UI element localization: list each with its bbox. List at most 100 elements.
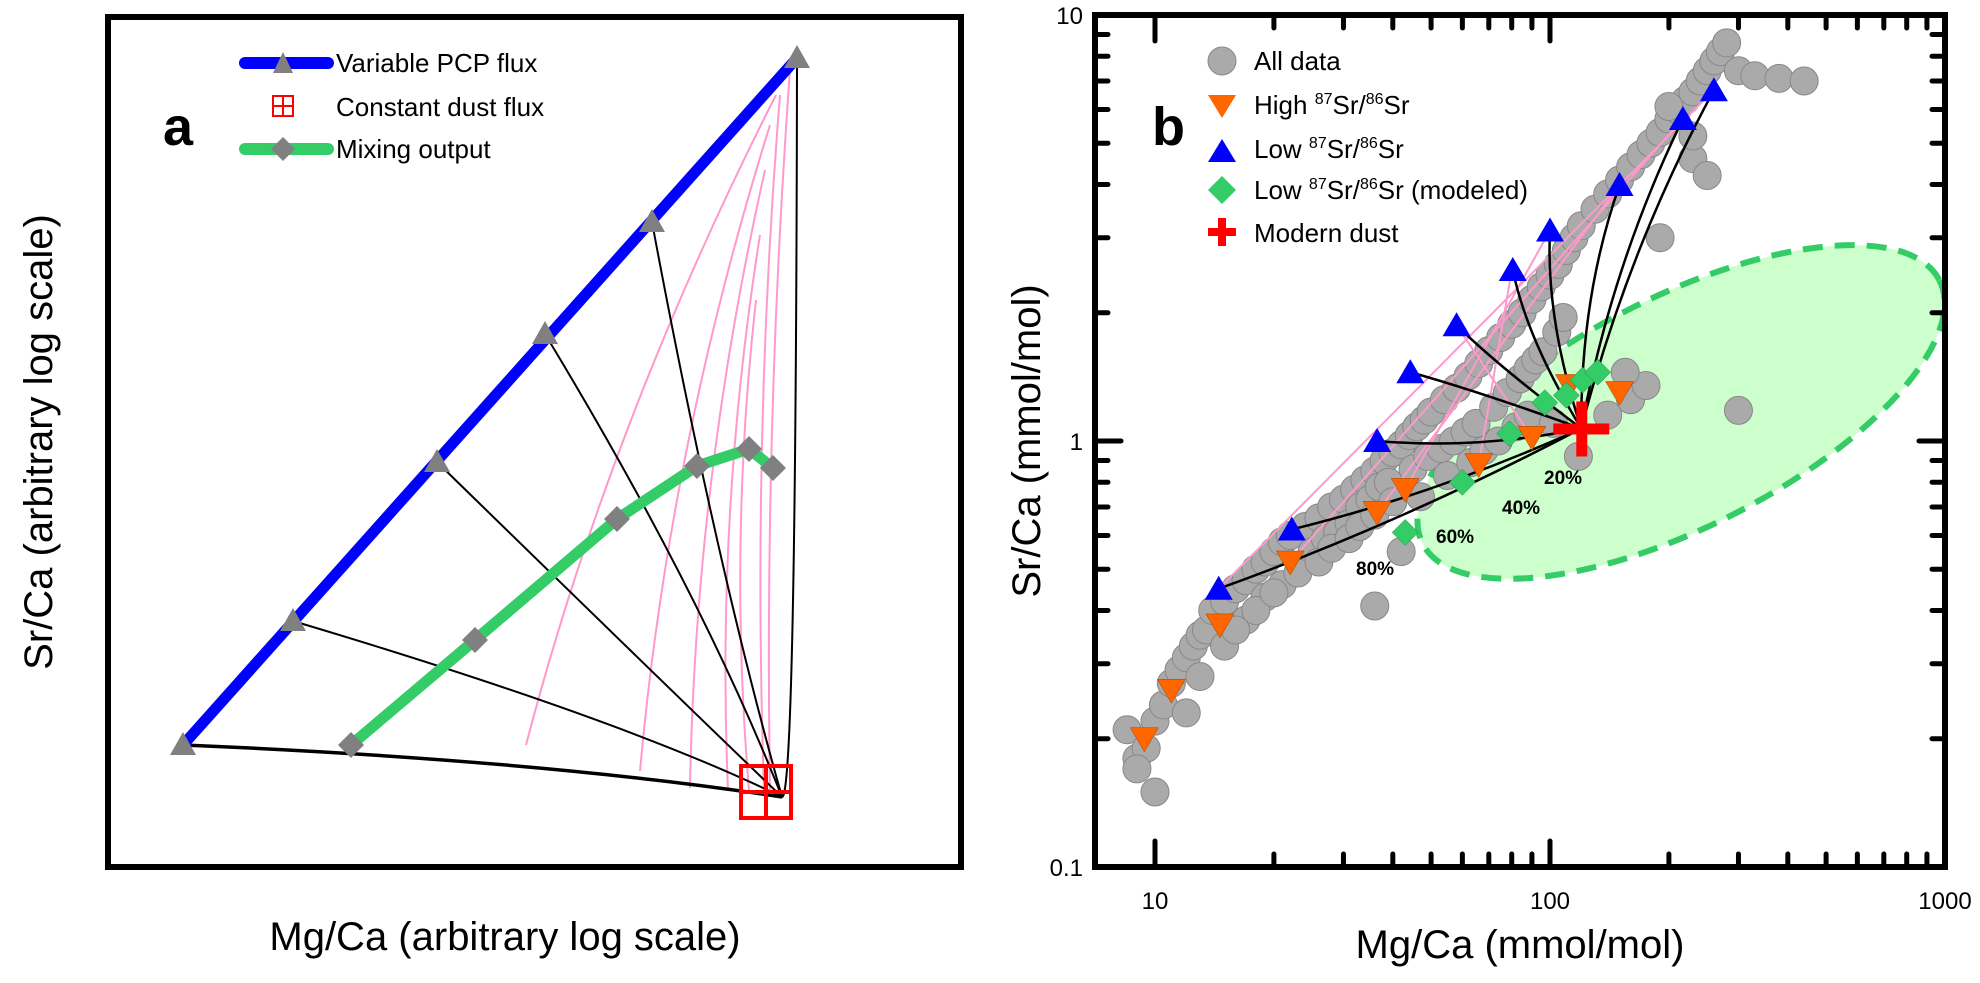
panel-a-x-axis-title: Mg/Ca (arbitrary log scale) [269, 915, 740, 959]
mixing-line [1580, 184, 1621, 429]
all-data-point [1259, 578, 1289, 608]
low-sr-marker [1668, 105, 1697, 130]
high-sr-marker [1517, 426, 1547, 451]
panel-a: a Variable PCP flux Constant dust flux M… [17, 14, 964, 959]
legend-b: All data High 87Sr/86Sr Low 87Sr/86Sr Lo… [1207, 46, 1528, 248]
legend-dust-label: Constant dust flux [336, 92, 544, 122]
mixing-line [1218, 427, 1582, 590]
pink-guide-line [1404, 230, 1551, 490]
all-data-point [1740, 61, 1770, 91]
mixing-percent-label: 60% [1436, 527, 1474, 548]
panel-b-tick-labels: 10 100 1000 0.1 1 10 [1050, 3, 1972, 915]
modeled-marker [1531, 389, 1559, 417]
panel-b-y-axis-title: Sr/Ca (mmol/mol) [1005, 284, 1049, 597]
panel-b-x-axis-title: Mg/Ca (mmol/mol) [1356, 923, 1685, 967]
mixing-line [1548, 230, 1583, 429]
low-sr-marker [1498, 257, 1527, 282]
legend-a-item-mixing: Mixing output [239, 134, 491, 164]
mixing-diamond-marker [736, 436, 762, 462]
legend-modeled-label: Low 87Sr/86Sr (modeled) [1254, 175, 1528, 205]
legend-cross-icon [1208, 218, 1236, 246]
high-sr-marker [1605, 381, 1634, 406]
pink-isoline [759, 94, 781, 791]
y-tick-label: 1 [1070, 429, 1083, 456]
low-sr-marker [1204, 575, 1233, 600]
all-data-point [1241, 596, 1271, 626]
all-data-point [1723, 395, 1753, 425]
mixing-diamond-marker [760, 455, 786, 481]
pcp-triangle-marker [784, 45, 810, 68]
mixing-curve [544, 333, 783, 798]
mixing-percent-label: 40% [1502, 498, 1540, 519]
legend-a-item-dust: Constant dust flux [272, 92, 544, 122]
pcp-triangle-marker [639, 209, 665, 232]
legend-circle-icon [1207, 46, 1237, 76]
high-sr-marker [1464, 453, 1494, 479]
x-tick-label: 10 [1142, 888, 1169, 915]
low-sr-points [1204, 77, 1728, 600]
mixing-percent-label: 20% [1544, 468, 1582, 489]
all-data-point [1764, 63, 1794, 93]
pcp-triangle-marker [170, 732, 196, 755]
mixing-curve [182, 743, 783, 799]
legend-mixing-label: Mixing output [336, 134, 491, 164]
all-data-point [1140, 777, 1170, 807]
pcp-triangle-marker [424, 449, 450, 472]
modeled-marker [1552, 381, 1580, 409]
mixing-curve [781, 57, 798, 799]
all-data-point [1171, 698, 1201, 728]
legend-diamond-icon [271, 137, 295, 161]
legend-down-triangle-icon [1208, 95, 1236, 118]
modern-dust-cross-bar [1553, 423, 1610, 435]
pink-guide-line [1477, 269, 1513, 465]
x-tick-label: 1000 [1918, 888, 1971, 915]
mixing-output-line [338, 436, 786, 758]
low-sr-marker [1536, 217, 1564, 242]
pink-isoline [739, 299, 757, 791]
all-data-point [1712, 28, 1742, 58]
all-data-point [1185, 662, 1215, 692]
mixing-line [1409, 371, 1582, 430]
mixing-curves [182, 57, 798, 799]
pink-isoline [724, 234, 761, 791]
mixing-diamond-marker [462, 627, 488, 653]
mixing-percent-labels: 20%40% 60% 80% [1356, 468, 1582, 580]
pink-isoline [525, 94, 777, 746]
x-tick-label: 100 [1530, 888, 1570, 915]
panel-a-label: a [163, 97, 194, 157]
all-data-point [1360, 591, 1390, 621]
y-tick-label: 0.1 [1050, 855, 1083, 882]
modern-dust-point [1553, 401, 1610, 457]
low-sr-marker [1442, 312, 1471, 337]
all-data-point [1645, 223, 1675, 253]
mixing-line [1511, 269, 1583, 430]
mixing-percent-label: 80% [1356, 559, 1394, 580]
pcp-triangle-marker [532, 321, 558, 344]
high-sr-marker [1390, 478, 1420, 503]
high-sr-marker [1275, 550, 1305, 576]
mixing-diamond-marker [338, 732, 364, 758]
legend-diamond-icon [1208, 176, 1236, 204]
y-tick-label: 10 [1056, 3, 1083, 30]
modeled-marker [1584, 358, 1611, 386]
mixing-curve [436, 461, 783, 798]
low-sr-marker [1396, 359, 1425, 384]
legend-high-sr-label: High 87Sr/86Sr [1254, 90, 1410, 120]
panel-a-frame [105, 14, 964, 870]
high-sr-marker [1362, 501, 1392, 526]
all-data-point [1122, 754, 1152, 784]
mixing-diamond-marker [684, 453, 710, 479]
panel-b-label: b [1152, 97, 1185, 157]
legend-up-triangle-icon [1208, 139, 1236, 162]
modeled-marker [1496, 420, 1523, 448]
legend-modern-dust-label: Modern dust [1254, 218, 1399, 248]
mixing-curve [651, 221, 783, 798]
modeled-marker [1449, 468, 1476, 496]
pcp-triangle-marker [280, 608, 306, 631]
high-sr-marker [1156, 678, 1186, 704]
modeled-marker [1391, 519, 1419, 546]
legend-low-sr-label: Low 87Sr/86Sr [1254, 134, 1404, 164]
low-sr-marker [1605, 171, 1634, 196]
legend-a: Variable PCP flux Constant dust flux Mix… [239, 48, 544, 164]
